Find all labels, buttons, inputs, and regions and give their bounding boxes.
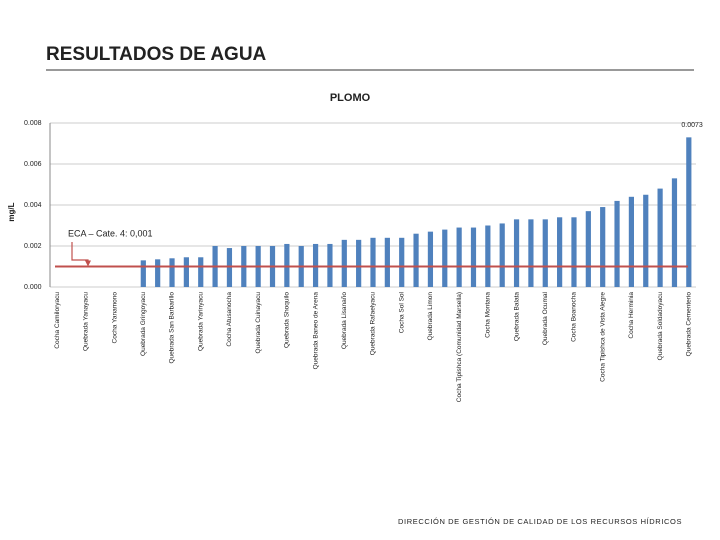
bar	[470, 227, 477, 287]
bar	[183, 257, 189, 287]
bar	[370, 237, 376, 287]
x-tick-label: Quebrada Gringoyacu	[140, 292, 147, 356]
x-tick-label: Quebrada Baneo de Arena	[312, 292, 319, 370]
y-tick-label: 0.006	[24, 161, 42, 168]
x-tick-label: Cocha Sol Sol	[398, 291, 405, 333]
bar	[499, 223, 505, 287]
bar	[427, 231, 434, 287]
bar	[585, 211, 591, 287]
bar	[356, 239, 362, 287]
bar	[312, 243, 319, 287]
bar	[399, 237, 405, 287]
bar	[542, 219, 548, 287]
reference-label: ECA – Cate. 4: 0,001	[68, 228, 153, 238]
x-tick-label: Cocha Boanocha	[571, 292, 578, 342]
footer: DIRECCIÓN DE GESTIÓN DE CALIDAD DE LOS R…	[398, 517, 682, 526]
bar	[557, 217, 563, 287]
y-tick-label: 0.000	[24, 284, 42, 291]
x-tick-label: Quebrada Rafaelyacu	[370, 292, 377, 356]
x-tick-label: Cocha Atusanocha	[226, 292, 233, 347]
x-tick-label: Cocha Herminia	[628, 292, 635, 339]
y-tick-label: 0.004	[24, 202, 42, 209]
x-tick-label: Quebrada Balata	[513, 292, 520, 342]
x-tick-label: Quebrada Yanayacu	[83, 292, 90, 351]
bar	[671, 178, 678, 287]
x-tick-label: Cocha Tipishca (Comunidad Marsella)	[456, 292, 463, 402]
bar	[600, 207, 606, 287]
y-tick-label: 0.008	[24, 120, 42, 127]
x-tick-label: Quebrada Lisanaño	[341, 292, 348, 349]
bar	[384, 237, 390, 287]
x-tick-label: Quebrada Soldadoyacu	[657, 292, 664, 361]
x-tick-label: Quebrada Limon	[427, 292, 434, 341]
bar	[284, 243, 290, 287]
bar	[155, 259, 161, 287]
bar	[614, 200, 620, 287]
x-tick-label: Cocha Camiloryacu	[54, 292, 61, 349]
bar	[198, 257, 204, 287]
bar	[140, 260, 146, 287]
slide-title: RESULTADOS DE AGUA	[46, 44, 267, 65]
bar	[628, 196, 634, 287]
bar	[456, 227, 462, 287]
bar	[686, 137, 692, 287]
x-tick-label: Quebrada Shoquilo	[284, 292, 291, 348]
data-label: 0.0073	[681, 122, 703, 129]
x-tick-label: Quebrada San Barbarillo	[169, 292, 176, 364]
bar	[513, 219, 520, 287]
bar	[413, 233, 419, 287]
x-tick-label: Cocha Montana	[485, 292, 492, 338]
bar	[571, 217, 577, 287]
x-tick-label: Quebrada Yarinyacu	[197, 292, 204, 351]
y-axis-label: mg/L	[7, 202, 16, 221]
bar	[657, 188, 663, 287]
chart-title: PLOMO	[330, 92, 371, 104]
bar	[643, 194, 649, 287]
x-tick-label: Quebrada Cementerio	[686, 292, 693, 357]
bar	[169, 258, 175, 287]
reference-arrowhead	[85, 260, 91, 267]
bar	[226, 248, 233, 287]
bar	[485, 225, 491, 287]
bar	[327, 243, 333, 287]
bar	[341, 239, 347, 287]
y-tick-label: 0.002	[24, 243, 42, 250]
bar	[442, 229, 448, 287]
reference-arrow	[71, 242, 89, 264]
bar	[528, 219, 534, 287]
x-tick-label: Cocha Yanamono	[111, 292, 118, 344]
x-tick-label: Quebrada Ocumal	[542, 291, 549, 345]
x-tick-label: Cocha Tipishca de Vista Alegre	[599, 292, 606, 382]
x-tick-label: Quebrada Cuinayacu	[255, 292, 262, 354]
